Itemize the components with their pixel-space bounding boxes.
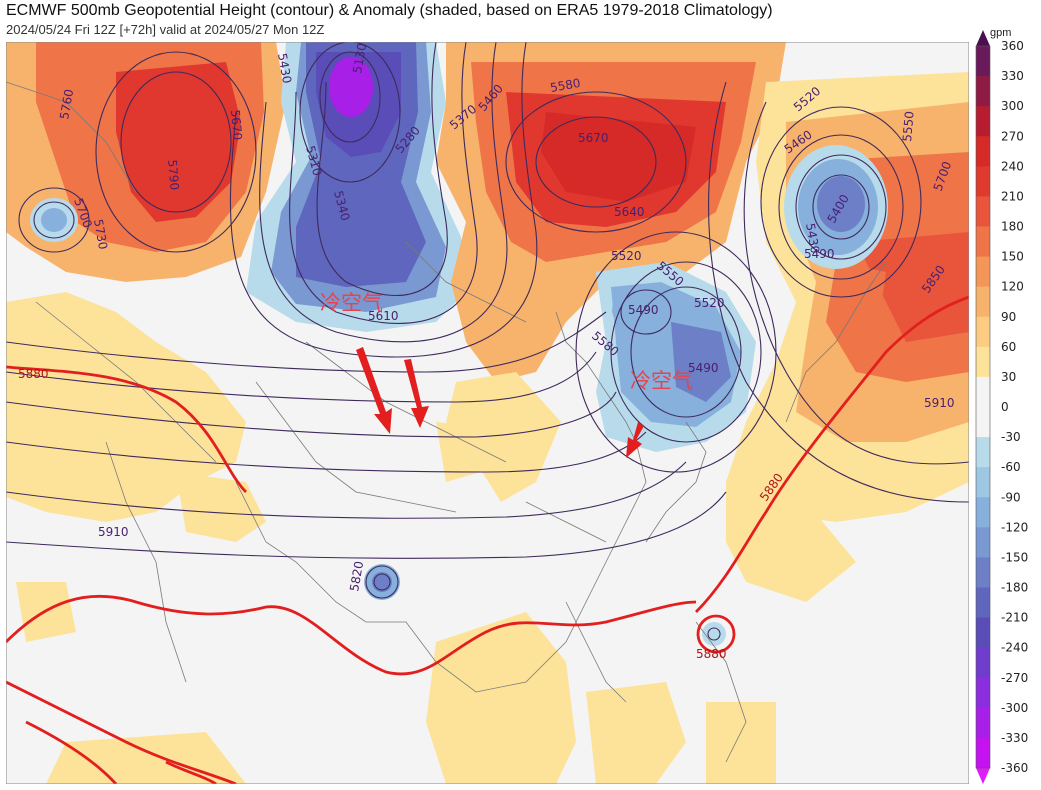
colorbar-tick-label: 270 <box>1001 129 1024 143</box>
colorbar-tick-label: -60 <box>1001 460 1021 474</box>
cold-air-arrow-3 <box>626 422 644 458</box>
colorbar-segment <box>976 226 990 258</box>
contour-label: 5490 <box>688 361 719 375</box>
colorbar-arrow-bottom <box>976 768 990 784</box>
colorbar-tick-label: -300 <box>1001 701 1028 715</box>
cold-air-label-north: 冷空气 <box>320 291 383 315</box>
colorbar-tick-label: 150 <box>1001 250 1024 264</box>
colorbar-tick-label: -120 <box>1001 520 1028 534</box>
contour-label: 5880 <box>18 367 49 381</box>
colorbar-tick-label: 210 <box>1001 189 1024 203</box>
contour-label: 5910 <box>924 396 955 410</box>
contour-label: 5610 <box>368 309 399 323</box>
colorbar-segment <box>976 407 990 438</box>
colorbar-tick-label: -360 <box>1001 761 1028 775</box>
colorbar-segment <box>976 346 990 378</box>
colorbar-unit: gpm <box>990 27 1012 39</box>
colorbar-tick-label: 240 <box>1001 159 1024 173</box>
colorbar-tick-label: -30 <box>1001 430 1021 444</box>
colorbar-segment <box>976 707 990 739</box>
colorbar-segment <box>976 316 990 348</box>
colorbar-segment <box>976 376 990 408</box>
chart-subtitle: 2024/05/24 Fri 12Z [+72h] valid at 2024/… <box>6 22 325 37</box>
colorbar-segment <box>976 737 990 769</box>
colorbar-segment <box>976 557 990 588</box>
cold-air-label-northeast: 冷空气 <box>630 369 693 393</box>
colorbar-tick-label: -210 <box>1001 611 1028 625</box>
colorbar-tick-label: 330 <box>1001 69 1024 83</box>
colorbar-segment <box>976 106 990 137</box>
colorbar-segment <box>976 256 990 288</box>
contour-label: 5820 <box>347 560 366 593</box>
contour-label: 5760 <box>57 88 76 121</box>
contour-5880-west <box>6 365 247 493</box>
contour-label: 5880 <box>696 647 727 661</box>
colorbar-segment <box>976 166 990 197</box>
colorbar-tick-label: -150 <box>1001 550 1028 564</box>
colorbar-tick-label: -90 <box>1001 490 1021 504</box>
colorbar-tick-label: 120 <box>1001 280 1024 294</box>
contour-label: 5430 <box>275 52 294 85</box>
contour-label: 5730 <box>91 218 110 251</box>
contour-5880-south <box>6 594 697 676</box>
colorbar-tick-label: 360 <box>1001 39 1024 53</box>
cold-air-arrow-1 <box>356 347 392 434</box>
contour-label: 5910 <box>98 525 129 539</box>
colorbar-segment <box>976 46 990 77</box>
contour-label: 5550 <box>900 111 917 143</box>
colorbar-frame <box>975 45 991 769</box>
colorbar-segment <box>976 437 990 468</box>
colorbar-segment <box>976 497 990 528</box>
colorbar-segment <box>976 136 990 167</box>
colorbar-segment <box>976 587 990 619</box>
anomaly-map: 5130 5310 5280 5340 5370 5430 5460 5580 … <box>6 42 969 784</box>
colorbar-segment <box>976 76 990 107</box>
colorbar-segment <box>976 467 990 498</box>
colorbar: 360 330 300 270 240 210 180 150 120 90 60 30 0 -30 -60… <box>972 26 1041 786</box>
colorbar-segment <box>976 617 990 649</box>
contour-label: 5640 <box>614 205 645 219</box>
colorbar-tick-label: -330 <box>1001 731 1028 745</box>
colorbar-segment <box>976 286 990 318</box>
chart-title: ECMWF 500mb Geopotential Height (contour… <box>6 2 773 19</box>
colorbar-tick-label: 30 <box>1001 370 1016 384</box>
colorbar-tick-label: 300 <box>1001 99 1024 113</box>
contour-label: 5670 <box>228 109 245 141</box>
colorbar-segment <box>976 196 990 227</box>
colorbar-tick-label: -270 <box>1001 671 1028 685</box>
contour-5880-east <box>695 295 969 613</box>
contour-label: 5130 <box>350 42 369 75</box>
colorbar-segment <box>976 527 990 558</box>
contour-label: 5790 <box>165 159 182 191</box>
contour-5880-philippines <box>696 614 736 654</box>
contour-label: 5430 <box>803 222 822 255</box>
colorbar-segment <box>976 647 990 679</box>
contour-label: 5580 <box>549 76 582 95</box>
contour-label: 5520 <box>694 296 725 310</box>
colorbar-segment <box>976 677 990 709</box>
cold-air-arrow-2 <box>404 359 429 428</box>
colorbar-tick-label: 60 <box>1001 340 1016 354</box>
colorbar-tick-label: 90 <box>1001 310 1016 324</box>
colorbar-arrow-top <box>976 30 990 46</box>
contour-label: 5520 <box>611 249 642 263</box>
colorbar-tick-label: 0 <box>1001 400 1009 414</box>
contour-label: 5490 <box>628 303 659 317</box>
colorbar-tick-label: -180 <box>1001 581 1028 595</box>
colorbar-tick-label: 180 <box>1001 220 1024 234</box>
contour-label: 5670 <box>578 131 609 145</box>
colorbar-tick-label: -240 <box>1001 641 1028 655</box>
contour-label: 5490 <box>804 247 835 261</box>
